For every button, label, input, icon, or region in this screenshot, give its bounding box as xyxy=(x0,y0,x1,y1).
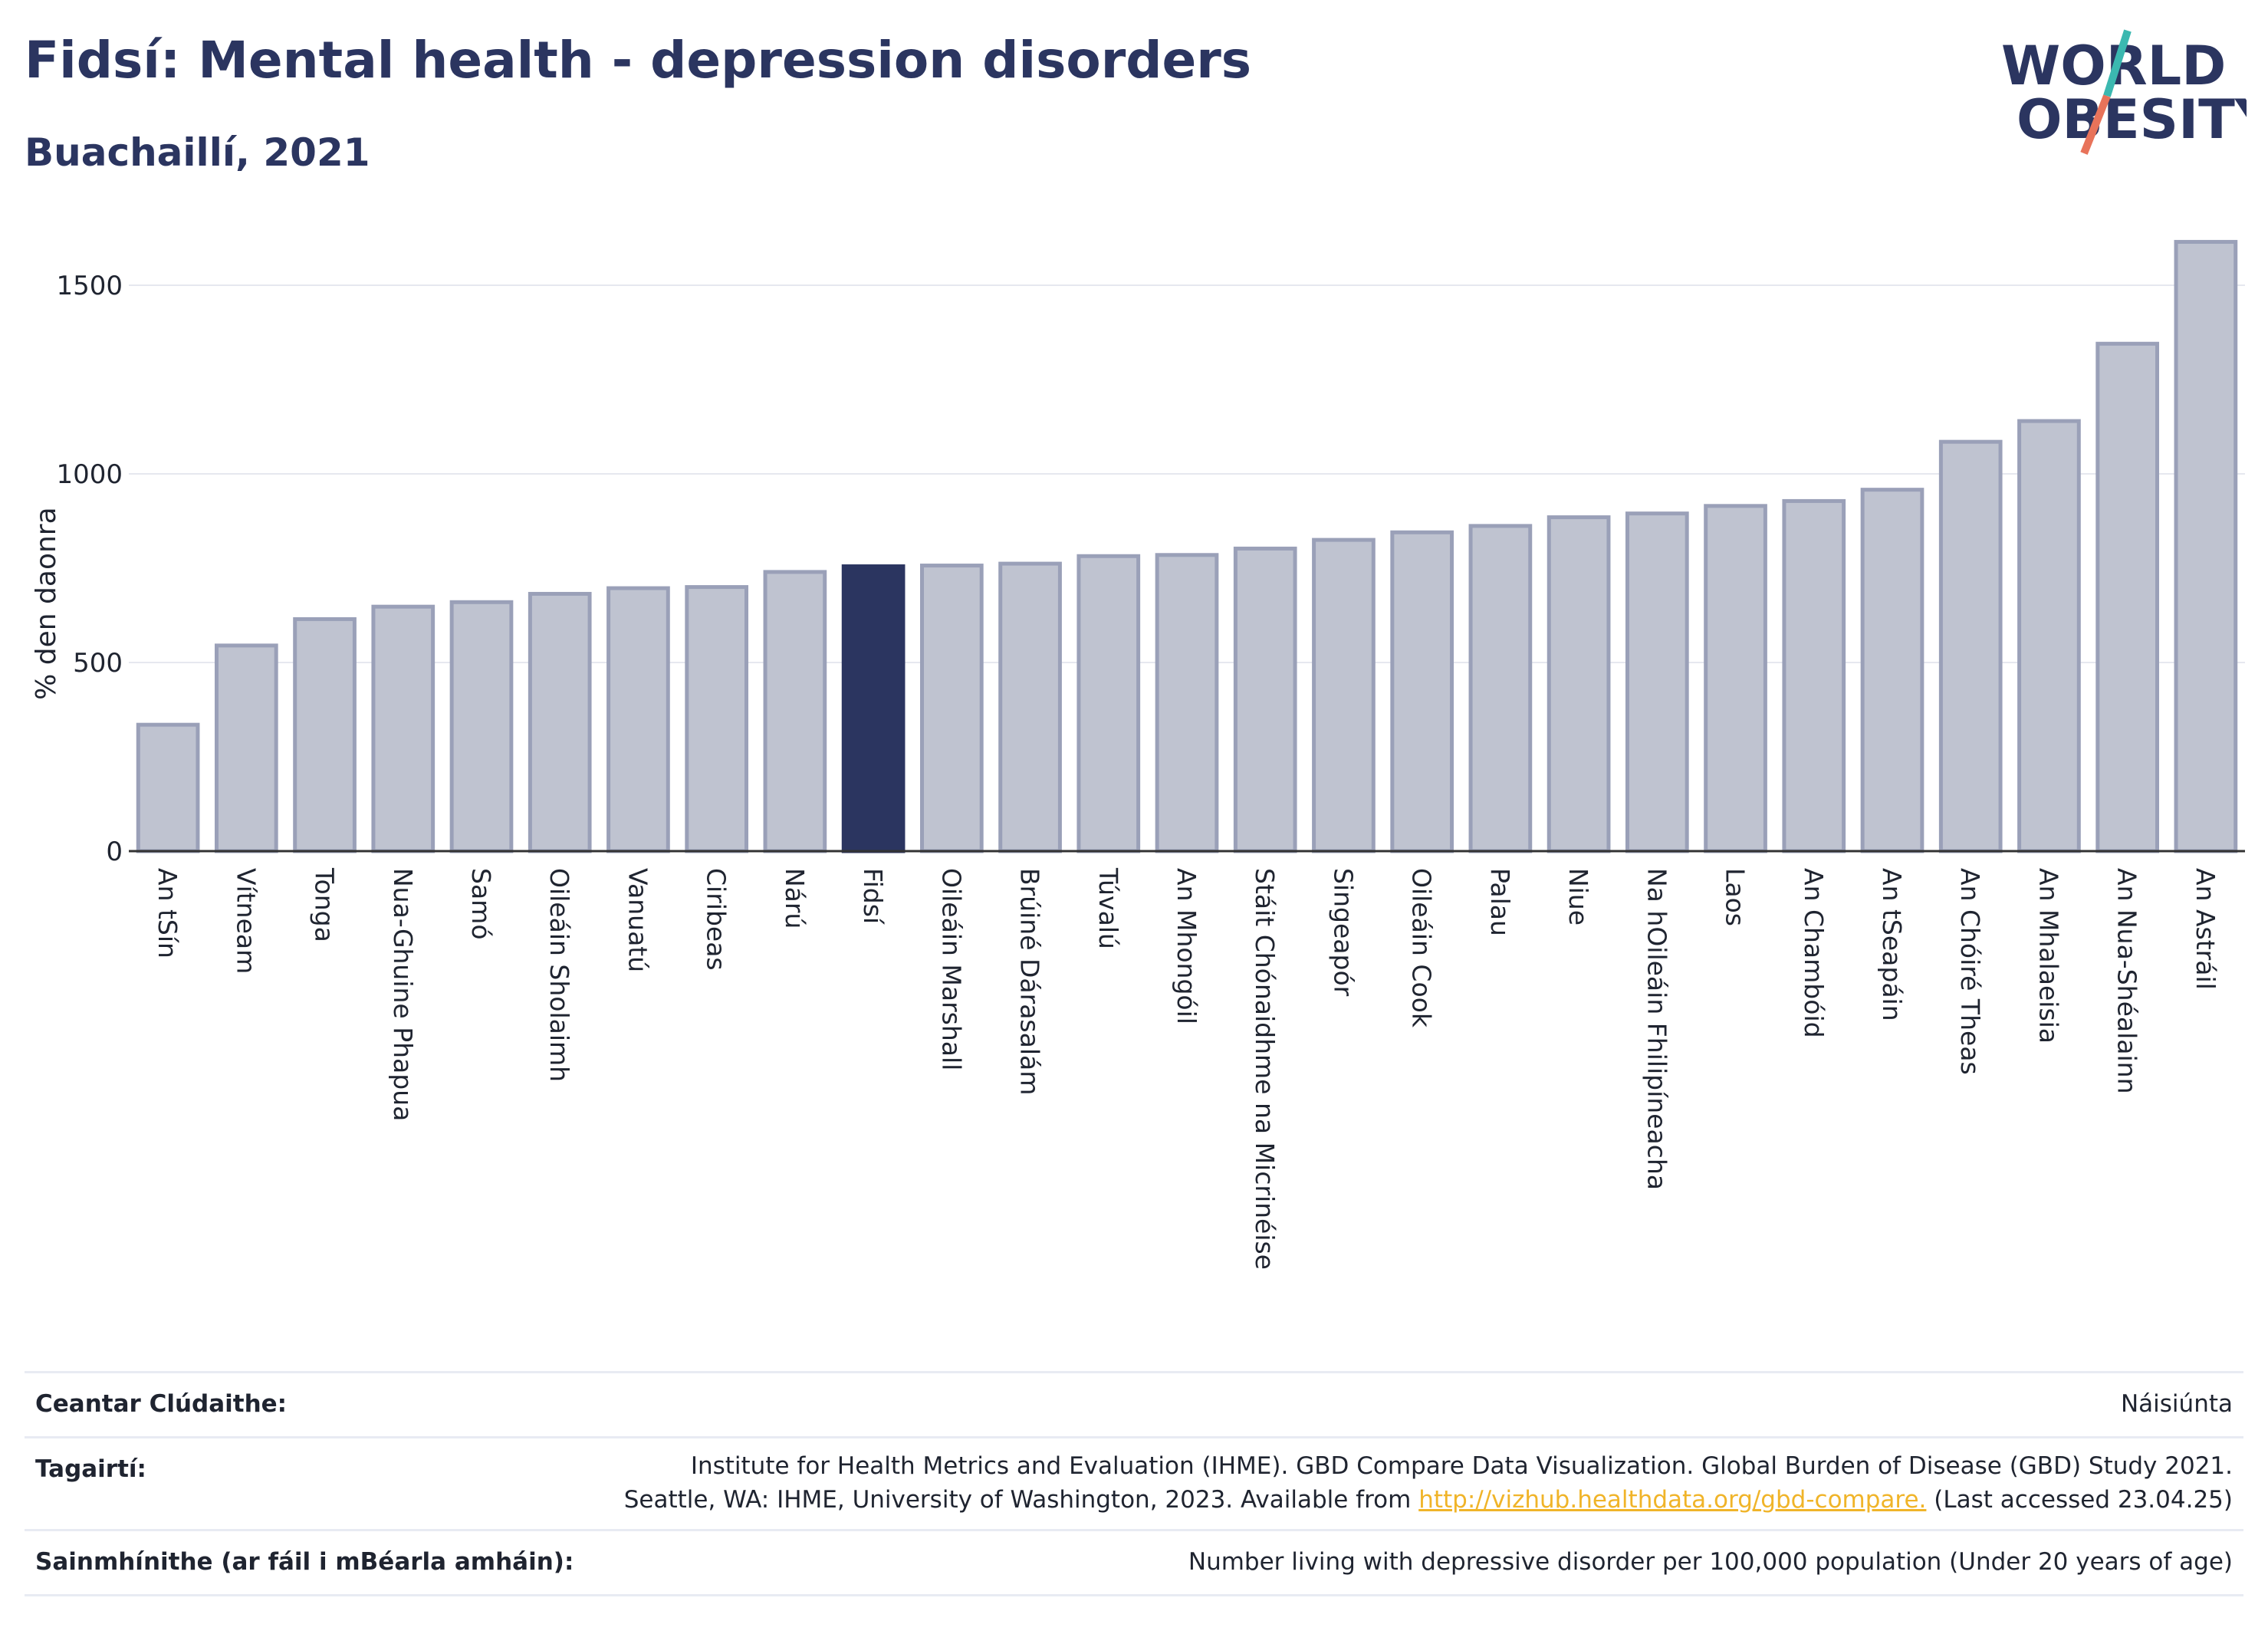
bars xyxy=(136,239,2238,853)
chart-title: Fidsí: Mental health - depression disord… xyxy=(25,31,1252,90)
bar-12 xyxy=(1076,554,1141,853)
x-tick-label: Oileáin Cook xyxy=(1407,868,1437,1028)
footer-table: Ceantar Clúdaithe: Náisiúnta Tagairtí: I… xyxy=(25,1371,2243,1596)
bar-10 xyxy=(919,564,984,853)
x-tick-label: An tSeapáin xyxy=(1877,868,1907,1021)
x-tick-label: Palau xyxy=(1485,868,1515,936)
footer-value-definitions: Number living with depressive disorder p… xyxy=(1188,1548,2233,1576)
bar-8 xyxy=(763,570,827,853)
reference-accessed: (Last accessed 23.04.25) xyxy=(1926,1486,2233,1514)
chart-subtitle: Buachaillí, 2021 xyxy=(25,130,370,175)
footer-row-coverage: Ceantar Clúdaithe: Náisiúnta xyxy=(25,1371,2243,1436)
bar-17 xyxy=(1468,524,1533,853)
footer-row-references: Tagairtí: Institute for Health Metrics a… xyxy=(25,1436,2243,1529)
bar-23 xyxy=(1938,439,2003,853)
x-tick-label: Niue xyxy=(1563,868,1593,925)
y-tick-label: 0 xyxy=(106,837,123,867)
bar-7 xyxy=(685,585,749,853)
x-tick-label: Na hOileáin Fhilipíneacha xyxy=(1642,868,1671,1190)
bar-chart: 0 500 1000 1500 An tSín Vítneam Tonga Nua-Ghui… xyxy=(31,239,2245,1270)
x-tick-label: Vítneam xyxy=(231,868,261,974)
bar-15 xyxy=(1312,538,1376,853)
reference-line-2: Seattle, WA: IHME, University of Washing… xyxy=(624,1483,2233,1517)
bar-25 xyxy=(2095,341,2160,853)
y-tick-label: 500 xyxy=(73,648,123,679)
x-tick-label: Laos xyxy=(1721,868,1750,926)
bar-24 xyxy=(2017,419,2081,853)
footer-value-coverage: Náisiúnta xyxy=(2120,1390,2233,1418)
bar-5 xyxy=(528,591,592,853)
footer-label-references: Tagairtí: xyxy=(35,1455,146,1483)
y-axis-ticks: 0 500 1000 1500 xyxy=(56,271,123,867)
x-tick-label: Singeapór xyxy=(1328,868,1358,997)
bar-9 xyxy=(841,564,906,853)
bar-2 xyxy=(293,616,357,853)
x-tick-label: An tSín xyxy=(153,868,182,958)
bar-3 xyxy=(371,604,436,853)
x-tick-label: Túvalú xyxy=(1093,867,1123,949)
x-tick-label: Stáit Chónaidhme na Micrinéise xyxy=(1250,868,1280,1270)
x-tick-label: An Mhalaeisia xyxy=(2033,868,2063,1044)
y-axis-label: % den daonra xyxy=(31,507,62,700)
x-tick-label: Vanuatú xyxy=(623,868,652,972)
bar-14 xyxy=(1233,546,1297,853)
x-tick-label: Tonga xyxy=(310,867,340,942)
bar-18 xyxy=(1547,515,1611,853)
x-tick-label: An Mhongóil xyxy=(1172,868,1201,1024)
footer-row-definitions: Sainmhínithe (ar fáil i mBéarla amháin):… xyxy=(25,1529,2243,1596)
x-tick-label: Ciribeas xyxy=(702,868,731,971)
bar-1 xyxy=(214,643,278,853)
bar-16 xyxy=(1390,530,1454,853)
logo-slash-red xyxy=(2080,94,2111,155)
logo-slash-teal xyxy=(2103,29,2132,97)
x-tick-label: Oileáin Marshall xyxy=(936,868,966,1070)
x-tick-label: Brúiné Dárasalám xyxy=(1015,868,1045,1095)
x-tick-label: An Chóiré Theas xyxy=(1955,868,1985,1075)
bar-21 xyxy=(1782,498,1846,853)
x-axis-labels: An tSín Vítneam Tonga Nua-Ghuine Phapua Samó… xyxy=(153,867,2220,1270)
logo-line2: OBESITY xyxy=(2017,88,2247,151)
y-tick-label: 1500 xyxy=(56,271,123,301)
x-tick-label: Samó xyxy=(466,868,496,940)
bar-26 xyxy=(2174,239,2238,853)
bar-20 xyxy=(1704,504,1767,853)
reference-link[interactable]: http://vizhub.healthdata.org/gbd-compare… xyxy=(1418,1486,1927,1514)
bar-4 xyxy=(449,600,514,853)
x-tick-label: An Astráil xyxy=(2191,868,2220,990)
x-tick-label: An Nua-Shéalainn xyxy=(2112,868,2142,1094)
world-obesity-logo: WORLD OBESITY xyxy=(2001,29,2247,155)
bar-0 xyxy=(136,722,200,853)
bar-11 xyxy=(998,561,1062,853)
reference-line-2-text: Seattle, WA: IHME, University of Washing… xyxy=(623,1486,1412,1514)
y-tick-label: 1000 xyxy=(56,459,123,490)
bar-19 xyxy=(1625,511,1689,853)
x-tick-label: Oileáin Sholaimh xyxy=(544,868,574,1082)
bar-22 xyxy=(1860,488,1925,853)
bar-13 xyxy=(1155,553,1219,853)
x-tick-label: Fidsí xyxy=(858,868,888,925)
x-tick-label: An Chambóid xyxy=(1799,868,1829,1038)
footer-value-references: Institute for Health Metrics and Evaluat… xyxy=(624,1449,2233,1517)
x-tick-label: Nua-Ghuine Phapua xyxy=(388,868,418,1121)
footer-label-coverage: Ceantar Clúdaithe: xyxy=(35,1390,288,1418)
footer-label-definitions: Sainmhínithe (ar fáil i mBéarla amháin): xyxy=(35,1548,574,1576)
reference-line-1: Institute for Health Metrics and Evaluat… xyxy=(690,1452,2233,1480)
bar-6 xyxy=(606,586,670,853)
x-tick-label: Nárú xyxy=(780,868,810,929)
